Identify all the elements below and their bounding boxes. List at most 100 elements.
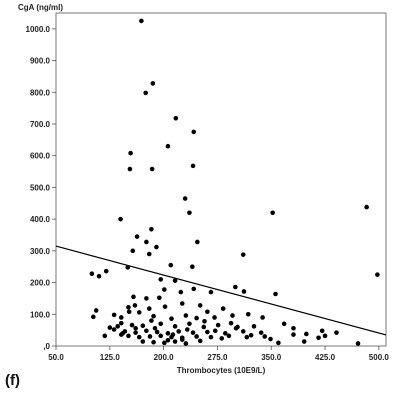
- data-point: [158, 277, 164, 282]
- data-point: [226, 333, 232, 339]
- data-point: [245, 311, 251, 317]
- data-point: [178, 289, 184, 295]
- data-point: [215, 322, 221, 328]
- data-point: [143, 90, 148, 96]
- data-point: [118, 216, 123, 222]
- data-point: [118, 315, 124, 320]
- data-point: [118, 320, 124, 326]
- data-point: [154, 244, 159, 250]
- data-point: [128, 150, 133, 156]
- data-point: [375, 272, 380, 277]
- data-point: [172, 324, 178, 329]
- data-point: [132, 303, 138, 308]
- data-point: [96, 273, 102, 279]
- data-point: [139, 18, 144, 24]
- data-point: [195, 239, 200, 245]
- x-tick-label: 50.0: [48, 353, 64, 362]
- data-point: [170, 332, 176, 337]
- data-point: [140, 339, 146, 344]
- data-point: [183, 313, 189, 318]
- data-point: [187, 210, 192, 216]
- data-point: [91, 314, 96, 320]
- data-point: [208, 289, 214, 295]
- data-point: [184, 327, 190, 332]
- data-point: [248, 332, 254, 338]
- data-point: [151, 339, 156, 345]
- data-point: [152, 325, 158, 331]
- data-point: [194, 334, 199, 339]
- data-point: [230, 313, 235, 318]
- data-point: [126, 333, 131, 339]
- data-point: [173, 115, 179, 121]
- data-point: [201, 324, 207, 330]
- data-point: [291, 332, 296, 337]
- data-point: [364, 204, 369, 210]
- y-axis-label: CgA (ng/ml): [18, 3, 63, 12]
- y-tick-label: 100.0: [30, 310, 51, 319]
- data-point: [146, 251, 152, 257]
- data-point: [157, 295, 162, 301]
- panel-label: (f): [5, 372, 20, 389]
- data-point: [103, 268, 109, 274]
- data-point: [197, 303, 203, 308]
- data-point: [179, 337, 185, 342]
- data-points: [89, 18, 380, 346]
- data-point: [111, 327, 117, 332]
- data-point: [197, 338, 203, 344]
- data-point: [235, 324, 240, 330]
- x-tick-label: 125.0: [100, 353, 121, 362]
- data-point: [115, 324, 120, 329]
- data-point: [220, 306, 226, 311]
- x-tick-label: 350.0: [261, 353, 282, 362]
- data-point: [118, 332, 124, 337]
- data-point: [240, 329, 246, 334]
- data-point: [149, 166, 155, 172]
- data-point: [191, 129, 197, 135]
- data-point: [212, 328, 218, 334]
- data-point: [322, 333, 328, 339]
- data-point: [131, 294, 136, 300]
- x-axis: 50.0 125.0 200.0 275.0 350.0 425.0 500.0: [48, 346, 389, 362]
- y-tick-label: 1000.0: [26, 25, 51, 34]
- data-point: [144, 296, 149, 301]
- x-tick-label: 200.0: [154, 353, 175, 362]
- plot-frame: [55, 12, 387, 347]
- x-tick-label: 275.0: [207, 353, 228, 362]
- data-point: [183, 341, 189, 346]
- data-point: [355, 341, 361, 346]
- y-tick-label: 400.0: [30, 215, 51, 224]
- data-point: [136, 310, 142, 315]
- data-point: [212, 315, 217, 320]
- y-tick-label: 300.0: [30, 247, 51, 256]
- data-point: [190, 330, 196, 335]
- data-point: [169, 316, 174, 322]
- data-point: [144, 328, 149, 334]
- data-point: [172, 278, 178, 283]
- data-point: [276, 340, 281, 346]
- data-point: [251, 324, 257, 329]
- x-tick-label: 500.0: [369, 353, 390, 362]
- data-point: [240, 252, 246, 257]
- data-point: [111, 312, 117, 318]
- y-tick-label: 600.0: [30, 152, 51, 161]
- data-point: [162, 304, 168, 309]
- data-point: [102, 333, 108, 339]
- data-point: [125, 265, 131, 270]
- y-tick-label: ,0: [43, 342, 50, 351]
- data-point: [205, 309, 210, 315]
- data-point: [93, 308, 99, 313]
- data-point: [140, 323, 146, 329]
- data-point: [162, 287, 167, 292]
- data-point: [270, 210, 275, 216]
- data-point: [136, 334, 142, 340]
- data-point: [281, 321, 287, 327]
- data-point: [208, 334, 214, 340]
- data-point: [162, 340, 167, 346]
- data-point: [260, 315, 265, 320]
- data-point: [241, 289, 247, 294]
- data-point: [191, 286, 197, 292]
- data-point: [107, 325, 113, 330]
- data-point: [304, 331, 309, 337]
- data-point: [233, 284, 238, 290]
- data-point: [179, 301, 185, 306]
